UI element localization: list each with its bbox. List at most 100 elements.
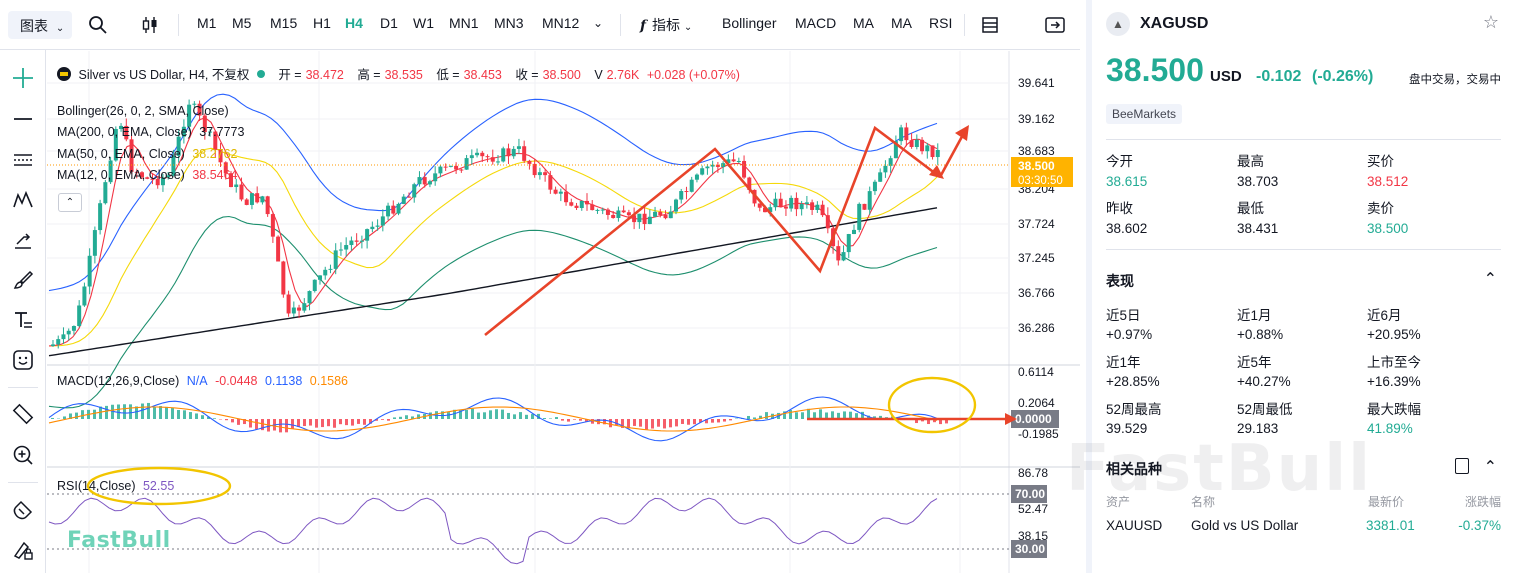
related-header[interactable]: 相关品种 ⌃ — [1106, 458, 1501, 479]
candle-body — [354, 240, 359, 242]
crosshair-icon[interactable] — [9, 64, 37, 92]
perf-1y: 近1年 +28.85% — [1106, 351, 1160, 389]
rsi-axis-label: 38.15 — [1018, 529, 1048, 543]
rsi-level-tag — [1011, 485, 1047, 503]
candle-body — [234, 184, 239, 188]
macd-histogram-bar — [177, 409, 180, 419]
macd-histogram-bar — [465, 409, 468, 419]
magnet-icon[interactable] — [9, 496, 37, 524]
indicators-button[interactable]: f 指标 ⌄ — [640, 15, 692, 35]
zoom-in-icon[interactable] — [9, 441, 37, 469]
chart-area[interactable]: 39.641 39.162 38.683 38.204 37.724 37.245 36.7… — [47, 51, 1080, 573]
macd-histogram-bar — [327, 419, 330, 427]
search-icon[interactable] — [84, 11, 112, 39]
indicator-ma-1[interactable]: MA — [853, 15, 874, 31]
candle-body — [904, 127, 909, 141]
pattern-icon[interactable] — [9, 186, 37, 214]
lock-drawings-icon[interactable] — [9, 536, 37, 564]
price-chart[interactable]: 39.64139.16238.68338.20437.72437.24536.7… — [47, 51, 1080, 573]
bollinger-upper-line — [48, 93, 938, 292]
indicator-legend-bollinger[interactable]: Bollinger(26, 0, 2, SMA, Close) — [57, 104, 233, 118]
countdown-text: 03:30:50 — [1018, 175, 1063, 187]
timeframe-m15[interactable]: M15 — [270, 15, 298, 31]
macd-histogram-bar — [351, 419, 354, 426]
related-name: Gold vs US Dollar — [1191, 518, 1299, 533]
candle-body — [883, 165, 888, 173]
collapse-legend-button[interactable]: ⌃ — [58, 193, 82, 212]
indicator-ma-2[interactable]: MA — [891, 15, 912, 31]
list-icon[interactable] — [1455, 458, 1469, 474]
macd-histogram-bar — [621, 419, 624, 428]
timeframe-mn3[interactable]: MN3 — [494, 15, 524, 31]
macd-histogram-bar — [627, 419, 630, 429]
timeframe-w1[interactable]: W1 — [413, 15, 434, 31]
macd-histogram-bar — [915, 419, 918, 424]
indicator-bollinger[interactable]: Bollinger — [722, 15, 777, 31]
fullscreen-icon[interactable] — [1041, 11, 1069, 39]
favorite-star-icon[interactable]: ☆ — [1482, 12, 1499, 32]
macd-histogram-bar — [813, 412, 816, 419]
text-tool-icon[interactable] — [9, 306, 37, 334]
perf-label: 近6月 — [1367, 308, 1402, 323]
indicator-value: 38.5464 — [192, 168, 238, 182]
candle-body — [129, 139, 134, 172]
rsi-level-tag — [1011, 540, 1047, 558]
layout-icon[interactable] — [976, 11, 1004, 39]
chevron-up-icon[interactable]: ⌃ — [1483, 271, 1497, 288]
timeframe-mn12[interactable]: MN12 — [542, 15, 580, 31]
macd-legend[interactable]: MACD(12,26,9,Close) N/A -0.0448 0.1138 0… — [57, 374, 352, 388]
perf-label: 近5日 — [1106, 308, 1141, 323]
emoji-icon[interactable] — [9, 346, 37, 374]
candle-body — [637, 213, 642, 223]
timeframe-d1[interactable]: D1 — [380, 15, 398, 31]
open-value: 38.472 — [305, 68, 344, 82]
candle-body — [391, 205, 396, 214]
macd-line — [48, 396, 938, 442]
chart-menu-button[interactable]: 图表 ⌄ — [8, 11, 72, 39]
macd-histogram-bar — [615, 419, 618, 426]
macd-histogram-bar — [51, 417, 54, 419]
indicator-legend-ma50[interactable]: MA(50, 0, EMA, Close) 38.2762 — [57, 147, 242, 161]
timeframe-m5[interactable]: M5 — [232, 15, 252, 31]
candle-body — [721, 163, 726, 167]
perf-label: 52周最高 — [1106, 402, 1162, 417]
indicator-macd[interactable]: MACD — [795, 15, 837, 31]
candle-body — [417, 177, 422, 185]
timeframe-mn1[interactable]: MN1 — [449, 15, 479, 31]
indicator-legend-ma200[interactable]: MA(200, 0, EMA, Close) 37.7773 — [57, 125, 248, 139]
brush-icon[interactable] — [9, 266, 37, 294]
horizontal-lines-icon[interactable] — [9, 146, 37, 174]
projection-icon[interactable] — [9, 226, 37, 254]
chevron-up-icon[interactable]: ⌃ — [1483, 459, 1497, 476]
trend-line-icon[interactable] — [9, 105, 37, 133]
timeframe-h1[interactable]: H1 — [313, 15, 331, 31]
candle-body — [113, 129, 118, 161]
candle-body — [579, 200, 584, 209]
timeframe-m1[interactable]: M1 — [197, 15, 217, 31]
symbol-avatar-icon: ▲ — [1106, 12, 1130, 36]
symbol-title: Silver vs US Dollar, H4, 不复权 — [78, 68, 250, 82]
broker-badge[interactable]: BeeMarkets — [1106, 104, 1183, 124]
ruler-icon[interactable] — [9, 400, 37, 428]
macd-histogram-bar — [867, 415, 870, 419]
rsi-legend[interactable]: RSI(14,Close) 52.55 — [57, 479, 178, 493]
macd-histogram-bar — [675, 419, 678, 427]
candle-type-icon[interactable] — [136, 11, 164, 39]
timeframe-h4[interactable]: H4 — [345, 15, 363, 31]
candle-body — [852, 229, 856, 235]
price-change: -0.102 — [1256, 68, 1302, 85]
chevron-down-icon: ⌄ — [55, 23, 65, 34]
indicator-value: 38.2762 — [192, 147, 238, 161]
candle-body — [291, 307, 296, 314]
last-price: 38.500 — [1106, 52, 1204, 88]
candle-body — [202, 115, 207, 133]
performance-header[interactable]: 表现 ⌃ — [1106, 271, 1501, 291]
timeframe-more-chevron-icon[interactable]: ⌄ — [593, 16, 604, 30]
indicator-rsi[interactable]: RSI — [929, 15, 953, 31]
related-row[interactable]: XAUUSD Gold vs US Dollar 3381.01 -0.37% — [1106, 518, 1501, 538]
candle-body — [475, 152, 480, 156]
macd-histogram-bar — [609, 419, 612, 428]
candle-body — [176, 136, 181, 156]
price-axis-label: 37.724 — [1018, 217, 1055, 231]
indicator-legend-ma12[interactable]: MA(12, 0, EMA, Close) 38.5464 — [57, 168, 242, 182]
